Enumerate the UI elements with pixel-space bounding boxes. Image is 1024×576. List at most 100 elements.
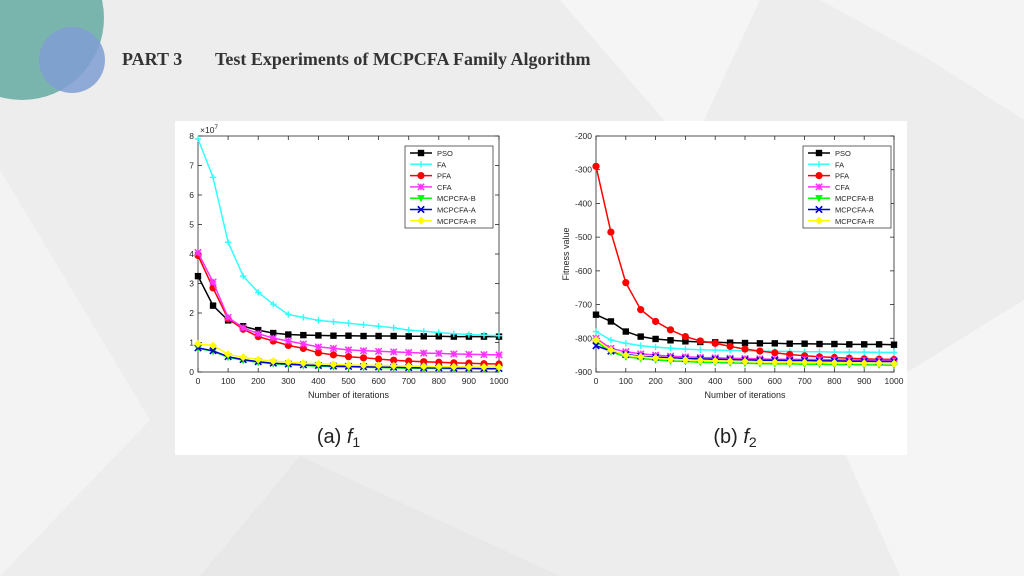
legend-swatch-marker [417, 183, 425, 191]
data-point-cfa [359, 347, 368, 355]
y-tick-label: 6 [189, 190, 194, 200]
data-point-pso [607, 318, 615, 325]
data-point-pso [846, 341, 853, 348]
data-point-fa [300, 314, 307, 321]
data-point-cfa [194, 248, 202, 257]
data-point-pso [390, 332, 397, 340]
legend-label: MCPCFA-B [437, 194, 476, 203]
x-tick-label: 200 [251, 376, 265, 386]
blue-circle-decoration [39, 27, 105, 93]
caption-function: f [743, 426, 751, 448]
bg-shape [820, 0, 1024, 120]
part-label: PART 3 [122, 49, 183, 69]
data-point-mcpcfa-r [299, 359, 308, 368]
data-point-fa [465, 331, 473, 338]
data-point-mcpcfa-a [592, 341, 600, 350]
data-point-mcpcfa-r [815, 358, 824, 367]
legend-swatch-marker [815, 195, 823, 203]
data-point-fa [875, 349, 883, 356]
data-point-pso [209, 302, 217, 309]
y-tick-label: 0 [189, 367, 194, 377]
data-point-fa [697, 346, 704, 353]
y-tick-label: 1 [189, 338, 194, 348]
y-tick-label: 5 [189, 220, 194, 230]
data-point-mcpcfa-a [209, 346, 217, 355]
legend-label: FA [835, 160, 844, 169]
data-point-mcpcfa-r [696, 356, 705, 365]
legend-label: PSO [835, 149, 851, 158]
data-point-fa [652, 343, 659, 351]
data-point-fa [315, 317, 322, 324]
data-point-pso [405, 333, 412, 340]
data-point-pso [816, 340, 823, 348]
data-point-fa [390, 324, 397, 331]
data-point-mcpcfa-r [890, 359, 898, 368]
data-point-mcpcfa-r [209, 341, 218, 350]
data-point-cfa [480, 350, 488, 359]
x-tick-label: 200 [649, 376, 663, 386]
data-point-pso [345, 332, 352, 339]
legend-swatch-marker [417, 161, 425, 168]
x-tick-label: 100 [221, 376, 235, 386]
legend-label: PSO [437, 149, 453, 158]
x-tick-label: 300 [281, 376, 295, 386]
data-point-pfa [592, 162, 600, 170]
data-point-pfa [622, 279, 630, 287]
data-point-mcpcfa-r [592, 335, 600, 344]
legend-label: FA [437, 160, 446, 169]
data-point-pso [831, 340, 838, 348]
data-point-pso [255, 326, 262, 334]
data-point-mcpcfa-r [404, 362, 413, 371]
data-point-mcpcfa-r [666, 355, 675, 364]
data-point-pfa [359, 354, 368, 362]
bg-shape [0, 170, 150, 576]
caption-function: f [347, 426, 355, 448]
legend-swatch-marker [815, 149, 823, 157]
data-point-fa [592, 328, 600, 335]
data-point-pfa [420, 358, 428, 366]
data-point-fa [480, 331, 488, 339]
chart-f2: 0 100 200 300 400 500 600 700 800 900 1000 -200 -300… [561, 131, 904, 450]
legend-label: MCPCFA-R [437, 217, 477, 226]
axis-exponent: ×107 [200, 124, 218, 135]
data-point-cfa [254, 329, 262, 338]
data-point-cfa [209, 278, 217, 286]
data-point-fa [495, 332, 503, 339]
data-point-mcpcfa-r [606, 346, 615, 355]
x-axis-label: Number of iterations [704, 390, 786, 400]
y-tick-label: -700 [575, 300, 592, 310]
legend-swatch-marker [815, 183, 823, 191]
data-point-cfa [329, 344, 338, 353]
x-tick-label: 1000 [885, 376, 904, 386]
data-point-pfa [756, 347, 764, 355]
data-point-mcpcfa-r [755, 357, 764, 366]
data-point-mcpcfa-r [374, 361, 383, 370]
legend-swatch-marker [417, 216, 425, 225]
y-tick-label: -200 [575, 131, 592, 141]
data-point-pfa [329, 351, 338, 359]
data-point-pso [741, 339, 749, 347]
data-point-cfa [404, 348, 413, 357]
data-point-pfa [726, 342, 734, 350]
x-tick-label: 500 [738, 376, 752, 386]
data-point-pso [270, 329, 277, 337]
legend-label: PFA [437, 172, 451, 181]
legend-swatch-marker [815, 161, 823, 168]
data-point-pso [420, 333, 427, 340]
data-point-pso [637, 333, 644, 340]
x-tick-label: 500 [341, 376, 355, 386]
data-point-cfa [495, 351, 503, 359]
data-point-mcpcfa-r [800, 358, 809, 367]
data-point-fa [345, 320, 352, 327]
data-point-pso [667, 337, 674, 344]
data-point-cfa [299, 340, 308, 348]
data-point-fa [861, 348, 868, 356]
data-point-fa [360, 321, 367, 328]
data-point-mcpcfa-r [359, 361, 368, 370]
data-point-pso [622, 328, 629, 335]
data-point-pso [682, 338, 689, 345]
data-point-cfa [420, 349, 428, 357]
legend-label: MCPCFA-B [835, 194, 874, 203]
data-point-pso [756, 340, 764, 347]
data-point-pso [592, 311, 600, 318]
